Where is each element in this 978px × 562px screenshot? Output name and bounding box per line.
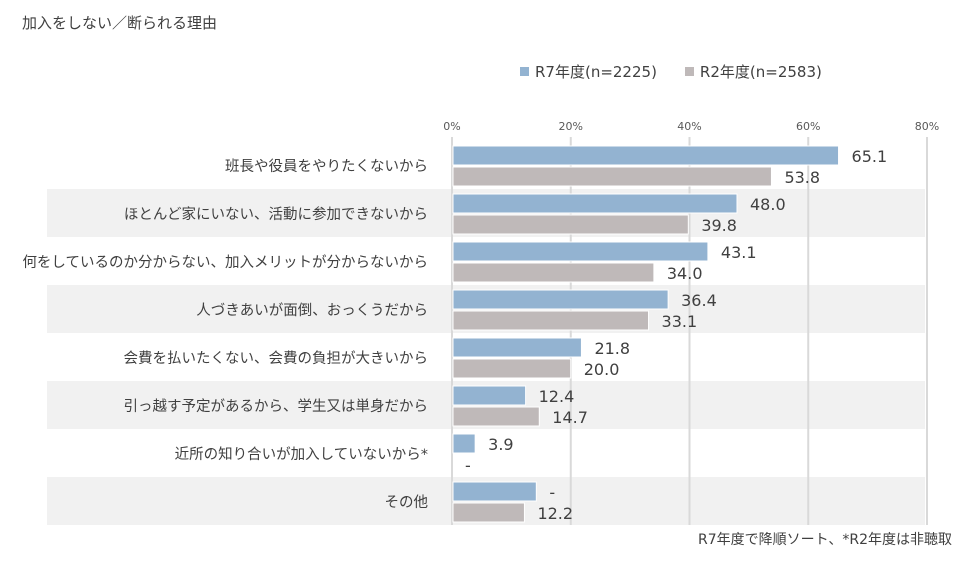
category-label: 近所の知り合いが加入していないから* (175, 446, 428, 463)
value-label-r7: 36.4 (681, 291, 717, 310)
value-label-r2: - (465, 456, 471, 475)
x-tick-label: 40% (677, 120, 701, 133)
x-tick-label: 80% (915, 120, 939, 133)
bar-r7 (452, 481, 537, 502)
bar-r7 (452, 433, 476, 454)
legend-item-r7: R7年度(n=2225) (520, 61, 657, 82)
value-label-r2: 33.1 (662, 312, 698, 331)
bar-r2 (452, 262, 655, 283)
bar-r2 (452, 310, 650, 331)
category-label: 人づきあいが面倒、おっくうだから (196, 302, 428, 319)
legend-label-r7: R7年度(n=2225) (535, 63, 657, 81)
value-label-r2: 14.7 (552, 408, 588, 427)
bar-r2 (452, 358, 572, 379)
bar-r2 (452, 166, 772, 187)
value-label-r2: 20.0 (584, 360, 620, 379)
value-label-r7: 21.8 (594, 339, 630, 358)
bar-r7 (452, 145, 840, 166)
bar-r7 (452, 241, 709, 262)
category-label: 引っ越す予定があるから、学生又は単身だから (124, 398, 429, 415)
bar-r7 (452, 289, 669, 310)
bar-r7 (452, 193, 738, 214)
chart-title: 加入をしない／断られる理由 (22, 14, 218, 32)
category-label: 会費を払いたくない、会費の負担が大きいから (124, 350, 429, 367)
x-tick-label: 0% (443, 120, 460, 133)
value-label-r7: 65.1 (852, 147, 888, 166)
value-label-r7: 3.9 (488, 435, 513, 454)
legend: R7年度(n=2225) R2年度(n=2583) (520, 61, 822, 82)
legend-swatch-r7 (520, 67, 529, 76)
bar-r7 (452, 385, 527, 406)
category-label: 何をしているのか分からない、加入メリットが分からないから (22, 254, 428, 271)
legend-swatch-r2 (684, 67, 694, 76)
category-label: その他 (385, 494, 429, 511)
value-label-r2: 53.8 (784, 168, 820, 187)
bar-r7 (452, 337, 582, 358)
category-label: ほとんど家にいない、活動に参加できないから (124, 206, 428, 223)
bar-r2 (452, 406, 540, 427)
value-label-r2: 12.2 (537, 504, 573, 523)
bar-r2 (452, 502, 525, 523)
value-label-r2: 39.8 (701, 216, 737, 235)
value-label-r2: 34.0 (667, 264, 703, 283)
value-label-r7: - (549, 483, 555, 502)
value-label-r7: 12.4 (539, 387, 575, 406)
x-tick-label: 60% (796, 120, 820, 133)
legend-item-r2: R2年度(n=2583) (684, 61, 822, 82)
x-tick-label: 20% (559, 120, 583, 133)
value-label-r7: 43.1 (721, 243, 757, 262)
legend-label-r2: R2年度(n=2583) (699, 63, 822, 81)
bar-r2 (452, 214, 689, 235)
category-label: 班長や役員をやりたくないから (225, 158, 428, 175)
value-label-r7: 48.0 (750, 195, 786, 214)
footnote: R7年度で降順ソート、*R2年度は非聴取 (698, 532, 952, 548)
